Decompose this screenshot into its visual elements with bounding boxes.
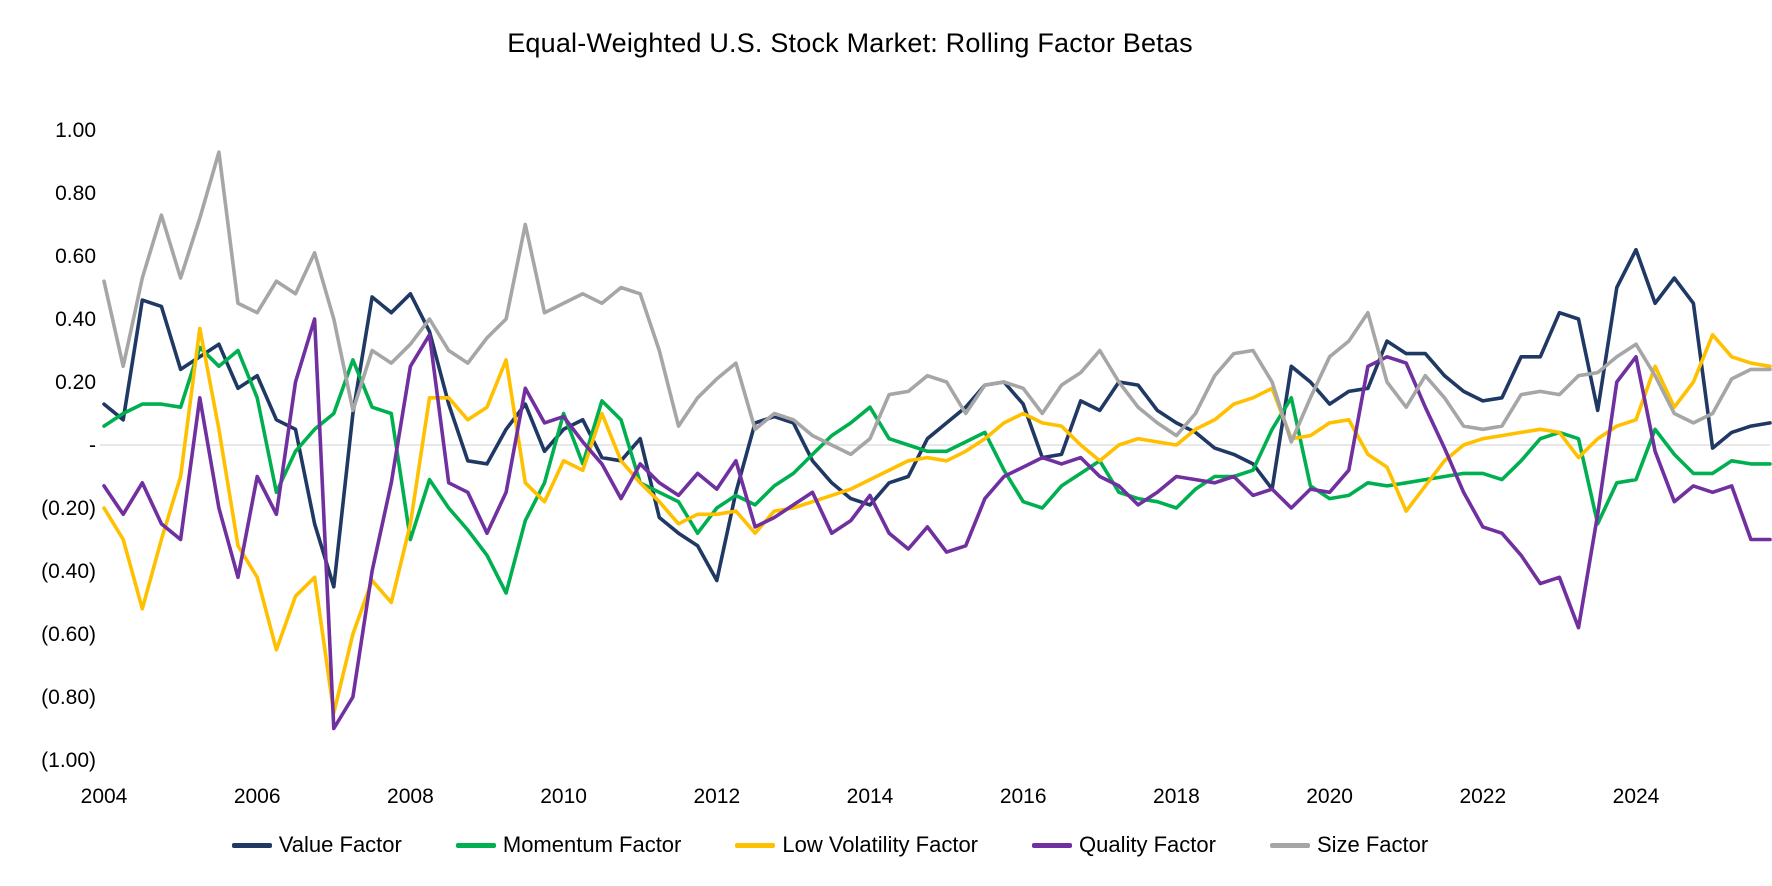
series-line-size-factor xyxy=(102,150,1772,457)
y-axis-tick-label: 0.80 xyxy=(55,182,96,205)
legend-item-low-volatility-factor: Low Volatility Factor xyxy=(735,832,978,858)
y-axis-tick-label: 0.60 xyxy=(55,245,96,268)
legend-swatch xyxy=(1032,842,1073,848)
y-axis-tick-label: 1.00 xyxy=(55,119,96,142)
x-axis-tick-label: 2018 xyxy=(1153,785,1200,808)
y-axis-tick-label: 0.20 xyxy=(55,371,96,394)
legend-label: Low Volatility Factor xyxy=(782,832,979,857)
y-axis-tick-label: (0.80) xyxy=(41,686,96,709)
y-axis-tick-label: (0.60) xyxy=(41,623,96,646)
legend-label: Size Factor xyxy=(1316,832,1429,857)
series-line-quality-factor xyxy=(102,317,1772,731)
y-axis-tick-label: (1.00) xyxy=(41,749,96,772)
chart-title: Equal-Weighted U.S. Stock Market: Rollin… xyxy=(507,28,1193,58)
legend-item-value-factor: Value Factor xyxy=(231,832,402,858)
y-axis-tick-label: (0.20) xyxy=(41,497,96,520)
x-axis-tick-label: 2020 xyxy=(1306,785,1353,808)
legend-swatch xyxy=(231,842,272,848)
legend-item-size-factor: Size Factor xyxy=(1269,832,1429,858)
x-axis-tick-label: 2006 xyxy=(234,785,281,808)
y-axis-tick-label: (0.40) xyxy=(41,560,96,583)
legend-label: Value Factor xyxy=(278,832,402,857)
legend-item-quality-factor: Quality Factor xyxy=(1032,832,1216,858)
x-axis-tick-label: 2022 xyxy=(1459,785,1506,808)
series-line-momentum-factor xyxy=(102,345,1772,595)
legend-label: Quality Factor xyxy=(1079,832,1216,857)
chart-legend: Value Factor Momentum Factor Low Volatilit… xyxy=(0,832,1660,858)
legend-label: Momentum Factor xyxy=(502,832,682,857)
x-axis-tick-label: 2012 xyxy=(693,785,740,808)
legend-item-momentum-factor: Momentum Factor xyxy=(455,832,682,858)
x-axis-tick-label: 2004 xyxy=(81,785,128,808)
factor-betas-chart: 1.00 0.80 0.60 0.40 0.20 - (0.20) (0.40) (0.60) (… xyxy=(41,119,1772,808)
y-axis-tick-label: 0.40 xyxy=(55,308,96,331)
x-axis-tick-label: 2008 xyxy=(387,785,434,808)
series-line-value-factor xyxy=(102,247,1772,589)
legend-swatch xyxy=(735,842,776,848)
x-axis-tick-label: 2010 xyxy=(540,785,587,808)
x-axis-tick-label: 2016 xyxy=(1000,785,1047,808)
y-axis-tick-label: - xyxy=(89,434,96,457)
x-axis-tick-label: 2024 xyxy=(1613,785,1660,808)
legend-swatch xyxy=(1269,842,1310,848)
series-line-low-volatility-factor xyxy=(102,326,1772,715)
legend-swatch xyxy=(455,842,496,848)
x-axis-tick-label: 2014 xyxy=(847,785,894,808)
